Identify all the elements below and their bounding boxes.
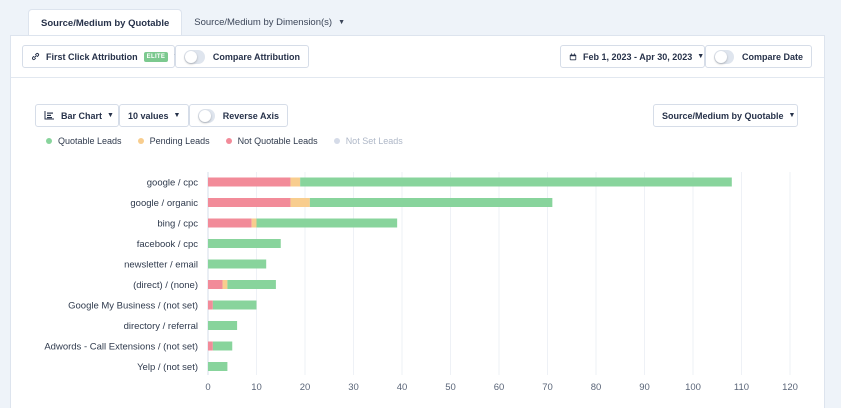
bar-segment[interactable] <box>212 300 257 310</box>
bar-segment[interactable] <box>208 300 213 310</box>
x-tick-label: 70 <box>542 382 553 393</box>
chart-legend: Quotable Leads Pending Leads Not Quotabl… <box>46 136 403 146</box>
caret-down-icon: ▼ <box>788 112 796 119</box>
legend-item-not-quotable[interactable]: Not Quotable Leads <box>225 136 318 146</box>
x-tick-label: 100 <box>685 382 701 393</box>
bar-segment[interactable] <box>208 341 213 351</box>
x-tick-label: 0 <box>205 382 210 393</box>
calendar-icon <box>569 52 577 61</box>
toggle-switch[interactable] <box>714 49 734 64</box>
category-label: Yelp / (not set) <box>137 362 198 373</box>
legend-dot <box>46 138 52 144</box>
bar-segment[interactable] <box>256 218 398 228</box>
bar-segment[interactable] <box>208 177 291 187</box>
reverse-axis-label: Reverse Axis <box>222 110 279 121</box>
legend-label: Quotable Leads <box>58 136 122 146</box>
x-tick-label: 40 <box>397 382 408 393</box>
x-tick-label: 20 <box>300 382 311 393</box>
report-select-dropdown[interactable]: Source/Medium by Quotable ▼ <box>653 104 798 127</box>
report-select-label: Source/Medium by Quotable <box>662 110 784 121</box>
legend-item-quotable[interactable]: Quotable Leads <box>46 136 122 146</box>
tab-label: Source/Medium by Dimension(s) <box>194 17 333 28</box>
chart-type-label: Bar Chart <box>61 110 103 121</box>
x-tick-label: 30 <box>348 382 359 393</box>
filter-bar: First Click Attribution ELITE ▼ Compare … <box>11 36 824 78</box>
legend-item-not-set[interactable]: Not Set Leads <box>333 136 403 146</box>
category-label: directory / referral <box>124 321 198 332</box>
bar-segment[interactable] <box>290 177 301 187</box>
report-panel: First Click Attribution ELITE ▼ Compare … <box>10 35 825 408</box>
bar-segment[interactable] <box>290 198 310 207</box>
bar-segment[interactable] <box>208 218 252 228</box>
caret-down-icon: ▼ <box>107 112 114 119</box>
tab-source-medium-by-dimension[interactable]: Source/Medium by Dimension(s) ▼ <box>182 9 357 36</box>
x-tick-label: 60 <box>494 382 505 393</box>
category-label: google / cpc <box>147 178 198 189</box>
bar-segment[interactable] <box>227 280 276 289</box>
date-range-picker[interactable]: Feb 1, 2023 - Apr 30, 2023 ▼ <box>560 45 705 68</box>
category-label: Google My Business / (not set) <box>68 301 198 312</box>
category-label: (direct) / (none) <box>133 280 198 291</box>
attribution-label: First Click Attribution <box>46 51 138 62</box>
date-range-label: Feb 1, 2023 - Apr 30, 2023 <box>583 51 693 62</box>
category-label: newsletter / email <box>124 260 198 271</box>
category-label: Adwords - Call Extensions / (not set) <box>44 342 198 353</box>
bar-segment[interactable] <box>300 177 732 187</box>
category-label: facebook / cpc <box>137 239 199 250</box>
legend-item-pending[interactable]: Pending Leads <box>137 136 210 146</box>
bar-segment[interactable] <box>251 218 257 228</box>
bar-segment[interactable] <box>208 259 267 269</box>
toggle-switch[interactable] <box>184 49 205 64</box>
legend-label: Not Quotable Leads <box>237 136 318 146</box>
x-tick-label: 90 <box>639 382 650 393</box>
elite-badge: ELITE <box>143 51 169 62</box>
bar-segment[interactable] <box>309 198 553 207</box>
tab-source-medium-by-quotable[interactable]: Source/Medium by Quotable <box>28 9 183 37</box>
legend-label: Not Set Leads <box>345 136 403 146</box>
tab-label: Source/Medium by Quotable <box>41 18 170 29</box>
category-label: google / organic <box>130 198 198 209</box>
link-icon <box>31 52 40 61</box>
bar-segment[interactable] <box>208 280 223 289</box>
compare-date-toggle[interactable]: Compare Date <box>705 45 812 68</box>
compare-date-label: Compare Date <box>741 51 803 62</box>
legend-dot <box>333 138 340 144</box>
caret-down-icon: ▼ <box>338 19 346 26</box>
bar-segment[interactable] <box>208 362 228 371</box>
report-tabs: Source/Medium by Quotable Source/Medium … <box>28 9 357 37</box>
x-tick-label: 110 <box>734 382 749 393</box>
bar-segment[interactable] <box>212 341 233 351</box>
caret-down-icon: ▼ <box>173 112 181 119</box>
compare-attribution-toggle[interactable]: Compare Attribution <box>175 45 309 68</box>
x-tick-label: 50 <box>445 382 456 393</box>
bar-segment[interactable] <box>208 198 291 207</box>
bar-segment[interactable] <box>222 280 228 289</box>
bar-segment[interactable] <box>208 321 238 330</box>
x-tick-label: 80 <box>591 382 602 393</box>
caret-down-icon: ▼ <box>697 53 705 60</box>
legend-dot <box>137 138 144 144</box>
legend-dot <box>225 138 232 144</box>
bar-chart-icon <box>44 111 55 120</box>
values-count-label: 10 values <box>128 110 169 121</box>
x-tick-label: 10 <box>251 382 262 393</box>
reverse-axis-toggle[interactable]: Reverse Axis <box>189 104 288 127</box>
compare-attribution-label: Compare Attribution <box>212 51 300 62</box>
toggle-switch[interactable] <box>198 108 215 123</box>
category-label: bing / cpc <box>157 219 198 230</box>
legend-label: Pending Leads <box>149 136 210 146</box>
values-count-dropdown[interactable]: 10 values ▼ <box>119 104 189 127</box>
x-tick-label: 120 <box>782 382 798 393</box>
chart-type-dropdown[interactable]: Bar Chart ▼ <box>35 104 119 127</box>
bar-segment[interactable] <box>208 239 281 248</box>
